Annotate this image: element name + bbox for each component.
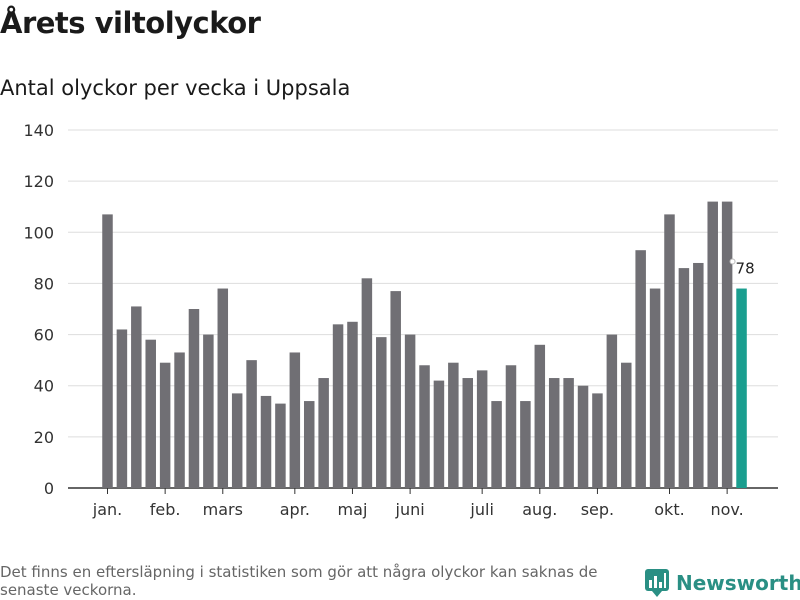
y-tick-label: 80 [34,274,54,293]
footnote: Det finns en eftersläpning i statistiken… [0,563,598,599]
brand-name: Newsworthy [676,571,800,595]
bar [246,360,257,488]
bar [116,329,128,488]
bar [505,365,517,488]
bar [520,401,531,488]
bar [145,339,156,488]
bars [102,201,747,488]
y-tick-label: 20 [34,428,54,447]
chart-subtitle: Antal olyckor per vecka i Uppsala [0,76,351,100]
x-tick-label: maj [338,500,368,519]
bar [621,362,632,488]
bar [534,344,546,488]
bar [491,401,502,488]
bar [548,378,560,488]
bar [664,214,675,488]
bar [318,378,329,488]
bar [476,370,488,488]
x-tick-label: sep. [581,500,614,519]
bar [174,352,185,488]
bar-chart: 0 20 40 60 80 100 120 140 jan. feb. mars apr. maj ju… [23,121,778,519]
bar [433,380,445,488]
bar [448,362,459,488]
bar [635,250,646,488]
bar [649,288,661,488]
bar [721,201,733,488]
x-tick-label: okt. [654,500,684,519]
bar [606,334,618,488]
x-axis-ticks: jan. feb. mars apr. maj juni juli aug. sep. okt. n… [92,488,744,519]
y-tick-label: 60 [34,326,54,345]
bar [577,385,589,488]
bar [347,321,358,488]
bar [231,393,243,488]
y-tick-label: 0 [44,479,54,498]
bar [203,334,214,488]
bar [131,306,142,488]
bar [563,378,574,488]
bar [361,278,373,488]
x-tick-label: nov. [711,500,744,519]
newsworthy-logo-icon [645,569,669,597]
x-tick-label: aug. [522,500,557,519]
bar [260,395,272,488]
bar [303,401,315,488]
bar [102,214,113,488]
x-tick-label: mars [203,500,243,519]
bar [376,337,387,488]
bar [188,309,200,488]
annotation-label: 78 [736,260,755,278]
grid-lines [68,129,778,489]
bar [404,334,416,488]
x-tick-label: jan. [92,500,122,519]
x-tick-label: apr. [280,500,310,519]
chart-title: Årets viltolyckor [0,6,261,40]
y-tick-label: 100 [23,223,54,242]
y-tick-label: 40 [34,377,54,396]
bar [332,324,344,488]
bar [275,403,286,488]
x-tick-label: juni [395,500,425,519]
bar [707,201,718,488]
bar [217,288,229,488]
annotation-dot [729,258,736,265]
x-tick-label: feb. [150,500,181,519]
bar [693,262,704,488]
x-tick-label: juli [469,500,493,519]
bar [678,268,690,488]
bar [390,291,401,488]
annotation: 78 [729,258,755,278]
bar [592,393,603,488]
y-axis-ticks: 0 20 40 60 80 100 120 140 [23,121,54,498]
bar [159,362,171,488]
brand-logo: Newsworthy [644,568,800,598]
y-tick-label: 120 [23,172,54,191]
y-tick-label: 140 [23,121,54,140]
bar-highlight [736,288,747,488]
bar [462,378,473,488]
bar [419,365,430,488]
bar [289,352,301,488]
